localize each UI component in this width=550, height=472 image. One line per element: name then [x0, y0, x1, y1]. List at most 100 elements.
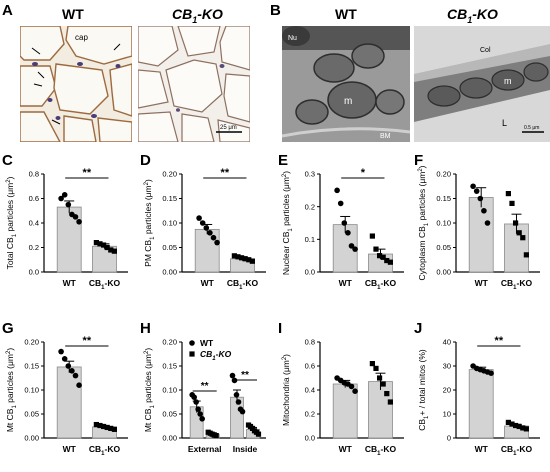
chart-mt-cb1: Mt CB1 particles (μm2) 0.00 0.05 0.10 0.15 0.… [5, 335, 128, 457]
data-point [348, 243, 355, 249]
data-point [61, 192, 68, 198]
data-point [193, 399, 199, 405]
panel-letter-j: J [414, 320, 423, 337]
x-tick-label: WT [63, 444, 77, 454]
data-point [384, 257, 390, 264]
data-point [380, 254, 386, 260]
data-point [207, 230, 213, 236]
significance-marker: ** [495, 335, 504, 347]
x-tick-label: External [188, 444, 222, 454]
data-point [334, 187, 340, 194]
data-point [199, 220, 206, 226]
panel-letter-a: A [2, 2, 13, 19]
y-tick-label: 0.15 [24, 362, 39, 371]
y-tick-label: 0.15 [162, 194, 177, 203]
y-tick-label: 0.10 [162, 219, 177, 228]
y-tick-label: 0.05 [162, 410, 177, 419]
data-point [520, 425, 526, 431]
data-point [473, 188, 480, 194]
y-axis-label: Mitochondria (μm2) [281, 354, 291, 426]
histology-ko-image: 25 μm [138, 26, 250, 142]
data-point [523, 426, 529, 432]
data-point [352, 246, 358, 252]
bar-ko [368, 381, 393, 439]
legend-marker [189, 351, 195, 357]
chart-total-cb1: Total CB1 particles (μm2) 0.0 0.2 0.4 0.6 0.8… [5, 167, 128, 291]
panel-letter-b: B [270, 2, 281, 19]
data-point [516, 423, 522, 430]
data-point [387, 399, 393, 405]
y-tick-label: 0.00 [24, 434, 39, 443]
significance-marker: ** [83, 167, 92, 179]
bar-wt [194, 228, 220, 273]
y-tick-label: 0.1 [305, 235, 315, 244]
data-point [108, 247, 114, 253]
x-tick-label: WT [63, 278, 77, 288]
data-point [520, 235, 526, 241]
data-point [108, 425, 114, 431]
data-point [369, 361, 375, 367]
y-axis-label: CB1+ / total mitos (%) [417, 349, 430, 431]
panel-letter-h: H [140, 320, 151, 337]
data-point [104, 424, 110, 431]
data-point [93, 421, 99, 428]
data-point [380, 381, 386, 387]
x-tick-label: CB1-KO [227, 278, 259, 291]
data-point [523, 252, 529, 258]
data-point [97, 241, 103, 247]
data-point [65, 201, 72, 208]
y-tick-label: 0.4 [29, 219, 39, 228]
data-point [196, 215, 202, 221]
data-point [505, 191, 511, 197]
data-point [481, 207, 487, 214]
data-point [231, 253, 237, 259]
y-tick-label: 0.10 [162, 386, 177, 395]
data-point [352, 388, 358, 394]
chart-cb1-positive-mitos: CB1+ / total mitos (%) 0 10 20 30 40 WT CB1-KO *… [417, 335, 540, 457]
em-wt-image: Nu m BM [282, 26, 410, 142]
data-point [509, 421, 515, 427]
data-point [337, 200, 344, 207]
data-point [376, 375, 383, 381]
y-tick-label: 0.05 [436, 243, 451, 252]
significance-marker: ** [83, 335, 92, 347]
y-tick-label: 0.10 [24, 386, 39, 395]
x-tick-label: Inside [233, 444, 258, 454]
y-tick-label: 0.3 [305, 170, 315, 179]
y-axis-label: Cytoplasm CB1 particles (μm2) [417, 165, 430, 280]
data-point [470, 183, 476, 190]
col-label: Col [480, 47, 491, 54]
chart-pm-cb1: PM CB1 particles (μm2) 0.00 0.05 0.10 0.15 0.… [143, 167, 266, 291]
data-point [210, 234, 217, 241]
data-point [58, 348, 64, 355]
legend-entry: WT [200, 338, 214, 348]
data-point [76, 218, 82, 225]
data-point [65, 363, 72, 369]
data-point [97, 422, 103, 429]
y-tick-label: 0.00 [436, 268, 451, 277]
significance-marker: ** [221, 167, 230, 179]
scale-bar-b: 0.5 μm [524, 125, 539, 131]
nu-label: Nu [288, 35, 297, 42]
data-point [104, 244, 110, 251]
y-tick-label: 10 [443, 410, 451, 419]
data-point [72, 214, 79, 220]
data-point [505, 419, 511, 425]
cap-label: cap [75, 33, 88, 42]
data-point [93, 240, 99, 246]
data-point [213, 433, 219, 439]
x-tick-label: WT [339, 278, 353, 288]
data-point [242, 256, 248, 262]
y-tick-label: 0.0 [305, 434, 315, 443]
y-axis-label: Mt CB1 particles (μm2) [5, 348, 18, 433]
y-tick-label: 0.20 [162, 338, 177, 347]
y-tick-label: 0.8 [305, 338, 315, 347]
em-ko-image: Col m L 0.5 μm [414, 26, 550, 142]
chart-nuclear-cb1: Nuclear CB1 particles (μm2) 0.0 0.1 0.2 0.3 W… [281, 167, 404, 291]
data-point [341, 220, 348, 226]
y-tick-label: 0.15 [162, 362, 177, 371]
significance-marker: ** [241, 370, 249, 381]
data-point [373, 246, 379, 252]
x-tick-label: CB1-KO [89, 278, 121, 291]
data-point [111, 426, 117, 432]
